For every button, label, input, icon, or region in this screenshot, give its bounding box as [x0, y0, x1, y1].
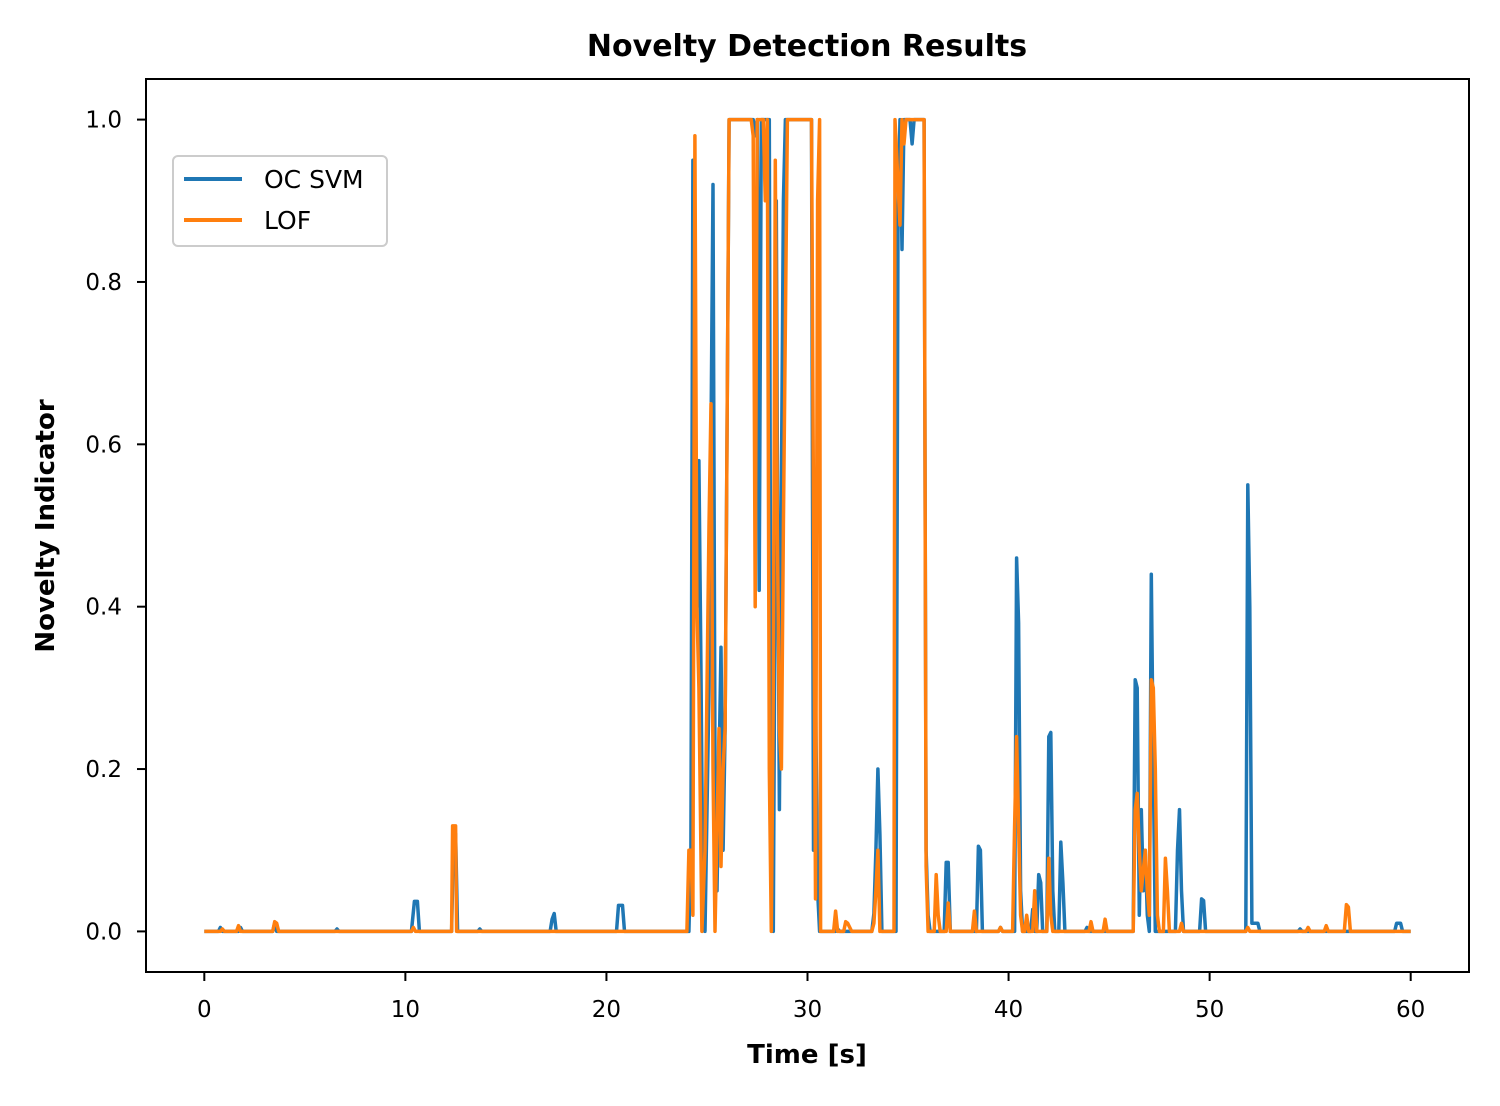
y-tick-label: 0.0 — [85, 919, 122, 945]
legend-label-oc-svm: OC SVM — [264, 165, 364, 194]
y-tick-label: 0.6 — [85, 432, 122, 458]
plot-area — [204, 117, 1411, 934]
x-tick-label: 50 — [1195, 997, 1224, 1023]
x-tick-label: 10 — [391, 997, 420, 1023]
legend: OC SVM LOF — [172, 155, 388, 247]
x-tick-label: 40 — [994, 997, 1023, 1023]
y-tick-label: 0.2 — [85, 757, 122, 783]
x-axis-label: Time [s] — [747, 1040, 867, 1070]
series-line-lof — [204, 117, 1411, 934]
y-tick-label: 0.8 — [85, 270, 122, 296]
x-tick-label: 20 — [592, 997, 621, 1023]
y-axis-label: Novelty Indicator — [31, 399, 61, 653]
y-tick-label: 0.4 — [85, 595, 122, 621]
y-axis: 0.0 0.2 0.4 0.6 0.8 1.0 — [85, 108, 146, 945]
x-tick-label: 0 — [197, 997, 212, 1023]
y-tick-label: 1.0 — [85, 108, 122, 134]
x-tick-label: 30 — [793, 997, 822, 1023]
x-axis: 0 10 20 30 40 50 60 — [197, 972, 1425, 1023]
x-tick-label: 60 — [1396, 997, 1425, 1023]
legend-label-lof: LOF — [264, 206, 311, 235]
chart-title: Novelty Detection Results — [587, 29, 1027, 64]
